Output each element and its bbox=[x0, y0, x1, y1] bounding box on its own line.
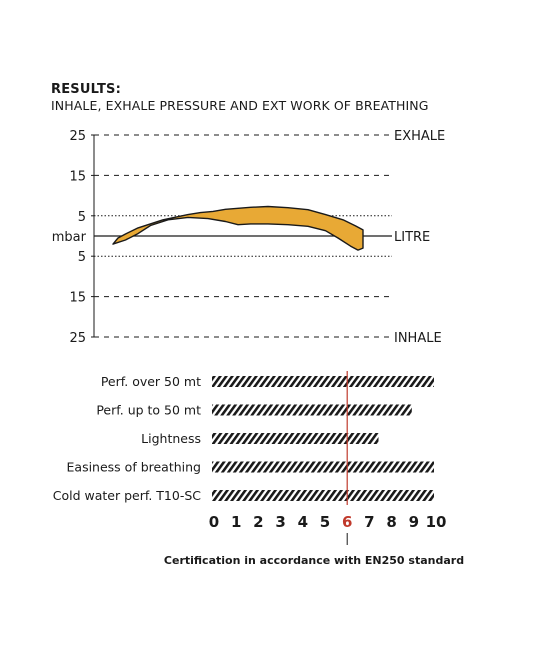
exhale-label: EXHALE bbox=[394, 129, 445, 144]
rating-bar-1 bbox=[212, 404, 412, 416]
y-tick-label-5: 25 bbox=[69, 331, 86, 346]
rating-bar-4 bbox=[212, 490, 434, 501]
y-tick-label-2: 5 bbox=[78, 210, 86, 225]
certification-note: Certification in accordance with EN250 s… bbox=[164, 554, 464, 567]
results-heading: RESULTS: bbox=[51, 82, 121, 97]
rating-label-3: Easiness of breathing bbox=[67, 460, 201, 475]
y-tick-label-3: 5 bbox=[78, 250, 86, 265]
litre-label: LITRE bbox=[394, 230, 430, 245]
y-tick-label-0: 25 bbox=[69, 129, 86, 144]
scale-tick-5: 5 bbox=[320, 513, 330, 531]
scale-tick-4: 4 bbox=[298, 513, 308, 531]
rating-label-0: Perf. over 50 mt bbox=[101, 374, 201, 389]
rating-bar-0 bbox=[212, 376, 434, 387]
inhale-label: INHALE bbox=[394, 331, 442, 346]
scale-tick-3: 3 bbox=[275, 513, 285, 531]
rating-label-1: Perf. up to 50 mt bbox=[96, 403, 201, 418]
rating-label-4: Cold water perf. T10-SC bbox=[53, 488, 202, 503]
chart-subtitle: INHALE, EXHALE PRESSURE AND EXT WORK OF … bbox=[51, 98, 429, 113]
scale-tick-10: 10 bbox=[426, 513, 447, 531]
y-tick-label-1: 15 bbox=[69, 169, 86, 184]
scale-tick-7: 7 bbox=[364, 513, 374, 531]
rating-bar-2 bbox=[212, 433, 379, 444]
scale-tick-2: 2 bbox=[253, 513, 263, 531]
scale-tick-9: 9 bbox=[409, 513, 419, 531]
y-tick-label-4: 15 bbox=[69, 291, 86, 306]
scale-tick-0: 0 bbox=[209, 513, 219, 531]
rating-bar-3 bbox=[212, 461, 434, 473]
scale-tick-6: 6 bbox=[342, 513, 352, 531]
scale-tick-8: 8 bbox=[386, 513, 396, 531]
breathing-loop-area-0 bbox=[112, 205, 364, 251]
rating-chart: Perf. over 50 mt Perf. up to 50 mt Lightne… bbox=[53, 371, 447, 545]
y-unit-label: mbar bbox=[52, 230, 87, 245]
pressure-chart: 25 15 5 5 15 25 mbar EXHALE LITRE INHALE bbox=[52, 129, 445, 346]
rating-label-2: Lightness bbox=[141, 431, 201, 446]
scale-tick-1: 1 bbox=[231, 513, 241, 531]
